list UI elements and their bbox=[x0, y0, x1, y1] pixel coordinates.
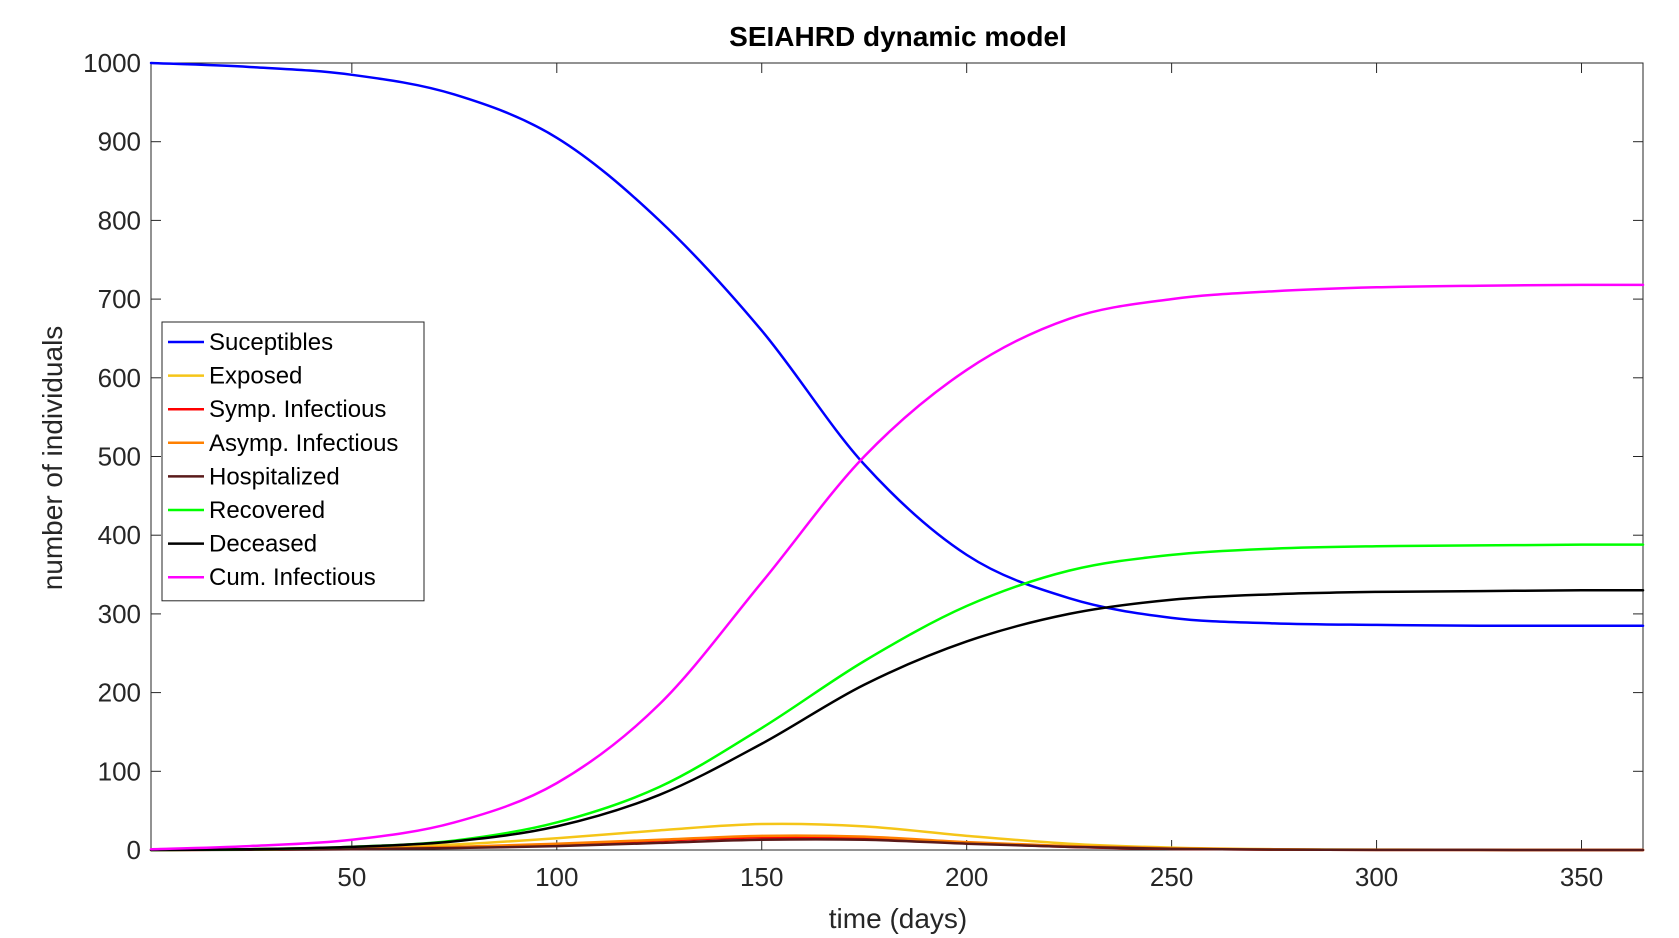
legend-label-symp-infectious: Symp. Infectious bbox=[209, 396, 386, 423]
y-tick-label: 200 bbox=[98, 678, 141, 708]
legend-box bbox=[161, 321, 425, 602]
y-tick-label: 0 bbox=[127, 835, 141, 865]
legend-label-suceptibles: Suceptibles bbox=[209, 329, 333, 356]
x-tick-label: 50 bbox=[337, 862, 366, 892]
y-tick-label: 300 bbox=[98, 599, 141, 629]
legend-label-hospitalized: Hospitalized bbox=[209, 463, 340, 490]
legend-label-asymp-infectious: Asymp. Infectious bbox=[209, 430, 398, 457]
y-tick-label: 400 bbox=[98, 520, 141, 550]
x-tick-label: 100 bbox=[535, 862, 578, 892]
x-tick-label: 300 bbox=[1355, 862, 1398, 892]
y-tick-label: 800 bbox=[98, 205, 141, 235]
series-line-hospitalized bbox=[149, 838, 1645, 852]
y-tick-label: 1000 bbox=[83, 48, 141, 78]
x-tick-label: 250 bbox=[1150, 862, 1193, 892]
chart-title: SEIAHRD dynamic model bbox=[729, 21, 1067, 52]
legend-label-deceased: Deceased bbox=[209, 531, 317, 558]
y-tick-label: 900 bbox=[98, 127, 141, 157]
series-line-deceased bbox=[149, 588, 1645, 852]
x-tick-label: 150 bbox=[740, 862, 783, 892]
y-axis-label: number of individuals bbox=[37, 326, 68, 591]
series-line-suceptibles bbox=[149, 61, 1645, 628]
x-tick-label: 350 bbox=[1560, 862, 1603, 892]
y-tick-label: 700 bbox=[98, 284, 141, 314]
legend-label-exposed: Exposed bbox=[209, 363, 302, 390]
legend-label-recovered: Recovered bbox=[209, 497, 325, 524]
series-line-cum-infectious bbox=[149, 283, 1645, 851]
legend: Suceptibles Exposed Symp. Infectious Asymp.… bbox=[161, 321, 425, 602]
y-tick-label: 100 bbox=[98, 756, 141, 786]
y-tick-label: 600 bbox=[98, 363, 141, 393]
legend-label-cum-infectious: Cum. Infectious bbox=[209, 564, 376, 591]
y-tick-label: 500 bbox=[98, 442, 141, 472]
plot-area: 50 100 150 200 250 300 350 0 100 200 300 400 500 600 7… bbox=[83, 48, 1645, 892]
x-axis-label: time (days) bbox=[829, 903, 967, 934]
x-tick-label: 200 bbox=[945, 862, 988, 892]
